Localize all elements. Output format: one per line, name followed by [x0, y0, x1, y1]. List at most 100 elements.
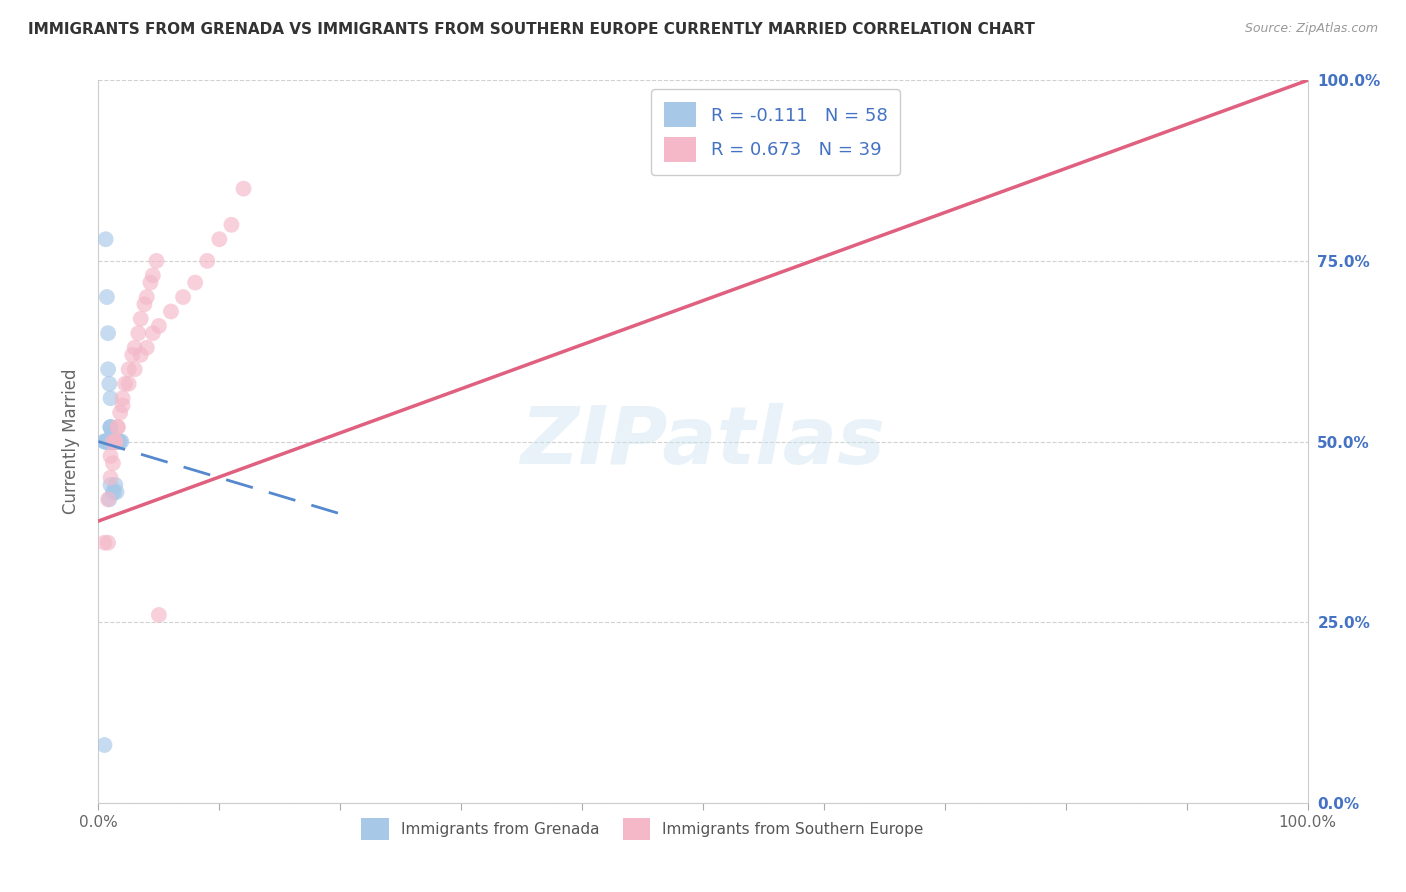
- Point: [98, 492, 121, 507]
- Point: [94, 232, 117, 246]
- Point: [134, 297, 156, 311]
- Point: [97, 492, 120, 507]
- Point: [160, 304, 183, 318]
- Point: [93, 434, 115, 449]
- Point: [232, 182, 254, 196]
- Point: [100, 391, 122, 405]
- Point: [221, 218, 243, 232]
- Point: [105, 434, 128, 449]
- Point: [195, 253, 218, 268]
- Point: [100, 434, 122, 449]
- Point: [105, 485, 128, 500]
- Point: [100, 449, 122, 463]
- Text: Source: ZipAtlas.com: Source: ZipAtlas.com: [1244, 22, 1378, 36]
- Point: [111, 391, 134, 405]
- Point: [104, 434, 127, 449]
- Point: [101, 456, 124, 470]
- Point: [208, 232, 231, 246]
- Point: [108, 406, 131, 420]
- Point: [107, 434, 129, 449]
- Point: [96, 290, 118, 304]
- Point: [100, 478, 122, 492]
- Point: [98, 376, 121, 391]
- Point: [100, 434, 122, 449]
- Point: [100, 434, 122, 449]
- Point: [101, 434, 124, 449]
- Point: [100, 434, 122, 449]
- Point: [127, 326, 149, 340]
- Point: [135, 290, 157, 304]
- Point: [121, 348, 143, 362]
- Point: [97, 434, 120, 449]
- Point: [94, 434, 117, 449]
- Point: [172, 290, 194, 304]
- Point: [135, 341, 157, 355]
- Point: [110, 434, 132, 449]
- Point: [94, 434, 117, 449]
- Point: [101, 434, 124, 449]
- Point: [96, 434, 118, 449]
- Point: [103, 434, 125, 449]
- Point: [101, 434, 124, 449]
- Point: [93, 434, 115, 449]
- Point: [100, 427, 122, 442]
- Point: [97, 326, 120, 340]
- Point: [145, 253, 167, 268]
- Point: [103, 434, 125, 449]
- Point: [129, 311, 152, 326]
- Point: [98, 434, 121, 449]
- Text: ZIPatlas: ZIPatlas: [520, 402, 886, 481]
- Point: [96, 434, 118, 449]
- Point: [111, 398, 134, 412]
- Point: [107, 420, 129, 434]
- Point: [103, 434, 125, 449]
- Point: [100, 420, 122, 434]
- Point: [104, 434, 127, 449]
- Point: [104, 434, 127, 449]
- Point: [100, 434, 122, 449]
- Point: [124, 362, 146, 376]
- Point: [93, 738, 115, 752]
- Point: [107, 434, 129, 449]
- Point: [184, 276, 207, 290]
- Point: [100, 434, 122, 449]
- Point: [104, 434, 127, 449]
- Point: [101, 434, 124, 449]
- Point: [101, 434, 124, 449]
- Point: [100, 434, 122, 449]
- Point: [96, 434, 118, 449]
- Point: [148, 607, 170, 622]
- Point: [142, 326, 165, 340]
- Point: [98, 434, 121, 449]
- Point: [96, 434, 118, 449]
- Point: [97, 434, 120, 449]
- Point: [118, 362, 141, 376]
- Y-axis label: Currently Married: Currently Married: [62, 368, 80, 515]
- Point: [108, 434, 131, 449]
- Point: [100, 470, 122, 484]
- Point: [93, 535, 115, 549]
- Point: [129, 348, 152, 362]
- Point: [97, 434, 120, 449]
- Point: [100, 434, 122, 449]
- Point: [101, 485, 124, 500]
- Point: [100, 420, 122, 434]
- Point: [98, 434, 121, 449]
- Legend: Immigrants from Grenada, Immigrants from Southern Europe: Immigrants from Grenada, Immigrants from…: [356, 812, 929, 846]
- Text: IMMIGRANTS FROM GRENADA VS IMMIGRANTS FROM SOUTHERN EUROPE CURRENTLY MARRIED COR: IMMIGRANTS FROM GRENADA VS IMMIGRANTS FR…: [28, 22, 1035, 37]
- Point: [139, 276, 162, 290]
- Point: [103, 485, 125, 500]
- Point: [100, 420, 122, 434]
- Point: [104, 478, 127, 492]
- Point: [124, 341, 146, 355]
- Point: [108, 434, 131, 449]
- Point: [114, 376, 136, 391]
- Point: [100, 434, 122, 449]
- Point: [107, 420, 129, 434]
- Point: [100, 434, 122, 449]
- Point: [148, 318, 170, 333]
- Point: [97, 434, 120, 449]
- Point: [142, 268, 165, 283]
- Point: [118, 376, 141, 391]
- Point: [105, 434, 128, 449]
